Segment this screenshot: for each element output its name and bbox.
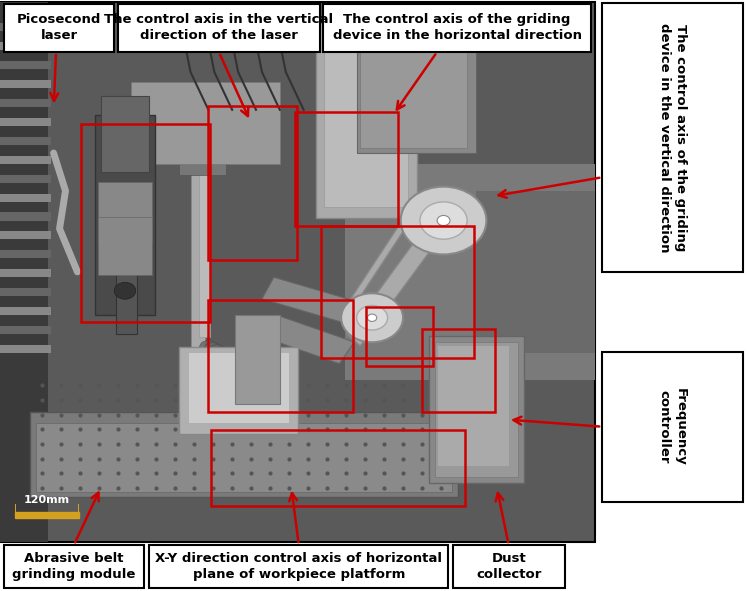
Bar xyxy=(78,504,79,518)
Text: The control axis of the griding
device in the horizontal direction: The control axis of the griding device i… xyxy=(332,13,582,43)
Bar xyxy=(477,191,595,353)
Text: Abrasive belt
grinding module: Abrasive belt grinding module xyxy=(12,552,136,581)
FancyBboxPatch shape xyxy=(149,545,448,588)
Bar xyxy=(96,115,155,315)
Bar xyxy=(438,346,509,401)
Circle shape xyxy=(437,216,450,226)
Bar xyxy=(15,512,79,518)
Bar xyxy=(179,347,297,434)
Bar xyxy=(0,174,51,183)
Bar xyxy=(0,345,51,353)
Bar xyxy=(438,385,509,440)
Bar xyxy=(101,96,149,172)
Bar xyxy=(0,155,51,164)
Bar xyxy=(435,342,518,477)
FancyBboxPatch shape xyxy=(323,4,591,52)
Bar xyxy=(116,264,137,334)
Circle shape xyxy=(229,356,247,370)
Bar xyxy=(315,24,417,218)
Bar xyxy=(0,307,51,315)
FancyBboxPatch shape xyxy=(602,352,743,502)
FancyBboxPatch shape xyxy=(4,4,114,52)
Bar xyxy=(0,99,51,107)
Bar xyxy=(0,269,51,277)
Bar xyxy=(0,231,51,239)
Bar xyxy=(0,288,51,296)
Circle shape xyxy=(216,349,234,363)
Circle shape xyxy=(400,187,486,255)
Bar xyxy=(30,413,459,497)
Circle shape xyxy=(199,340,217,355)
Bar xyxy=(345,164,595,380)
Circle shape xyxy=(356,306,388,330)
Bar xyxy=(15,504,16,518)
Text: The control axis in the vertical
direction of the laser: The control axis in the vertical directi… xyxy=(105,13,333,43)
Polygon shape xyxy=(262,277,366,326)
Bar xyxy=(199,164,210,337)
Bar xyxy=(0,212,51,220)
Bar xyxy=(131,82,280,164)
Circle shape xyxy=(208,345,226,359)
Circle shape xyxy=(224,353,242,368)
Bar xyxy=(360,18,468,148)
Bar xyxy=(187,352,289,423)
Bar xyxy=(438,359,509,414)
Bar xyxy=(0,61,51,69)
Text: X-Y direction control axis of horizontal
plane of workpiece platform: X-Y direction control axis of horizontal… xyxy=(155,552,442,581)
Bar xyxy=(0,250,51,258)
Bar xyxy=(0,2,48,542)
Bar xyxy=(324,34,408,207)
Text: 120mm: 120mm xyxy=(24,495,70,505)
FancyBboxPatch shape xyxy=(453,545,565,588)
Polygon shape xyxy=(347,239,430,346)
Circle shape xyxy=(341,293,403,342)
Circle shape xyxy=(368,314,376,322)
Bar xyxy=(0,326,51,334)
Bar xyxy=(0,193,51,202)
Text: Dust
collector: Dust collector xyxy=(476,552,542,581)
Bar xyxy=(0,137,51,145)
Polygon shape xyxy=(347,191,430,304)
Text: The control axis of the griding
device in the vertical direction: The control axis of the griding device i… xyxy=(658,22,686,252)
Circle shape xyxy=(212,347,230,361)
Bar xyxy=(438,372,509,427)
Bar xyxy=(36,423,453,492)
Bar xyxy=(0,118,51,126)
Circle shape xyxy=(114,282,136,299)
Circle shape xyxy=(204,343,221,357)
Bar xyxy=(190,164,205,380)
Bar xyxy=(438,398,509,453)
Bar xyxy=(98,217,152,275)
FancyBboxPatch shape xyxy=(602,3,743,272)
Circle shape xyxy=(420,202,467,239)
FancyBboxPatch shape xyxy=(4,545,144,588)
Circle shape xyxy=(237,360,255,374)
Bar xyxy=(98,182,152,242)
FancyBboxPatch shape xyxy=(0,2,595,542)
Bar xyxy=(0,43,51,50)
Text: Frequency
controller: Frequency controller xyxy=(658,388,686,466)
Bar xyxy=(0,80,51,88)
Bar xyxy=(235,314,280,404)
Bar xyxy=(0,24,51,31)
Polygon shape xyxy=(262,315,354,363)
Bar xyxy=(357,7,477,153)
Circle shape xyxy=(233,358,251,372)
Text: Picosecond
laser: Picosecond laser xyxy=(17,13,101,43)
FancyBboxPatch shape xyxy=(118,4,320,52)
Bar xyxy=(438,411,509,466)
Bar xyxy=(429,336,524,482)
Circle shape xyxy=(220,351,238,365)
Bar xyxy=(179,82,226,174)
